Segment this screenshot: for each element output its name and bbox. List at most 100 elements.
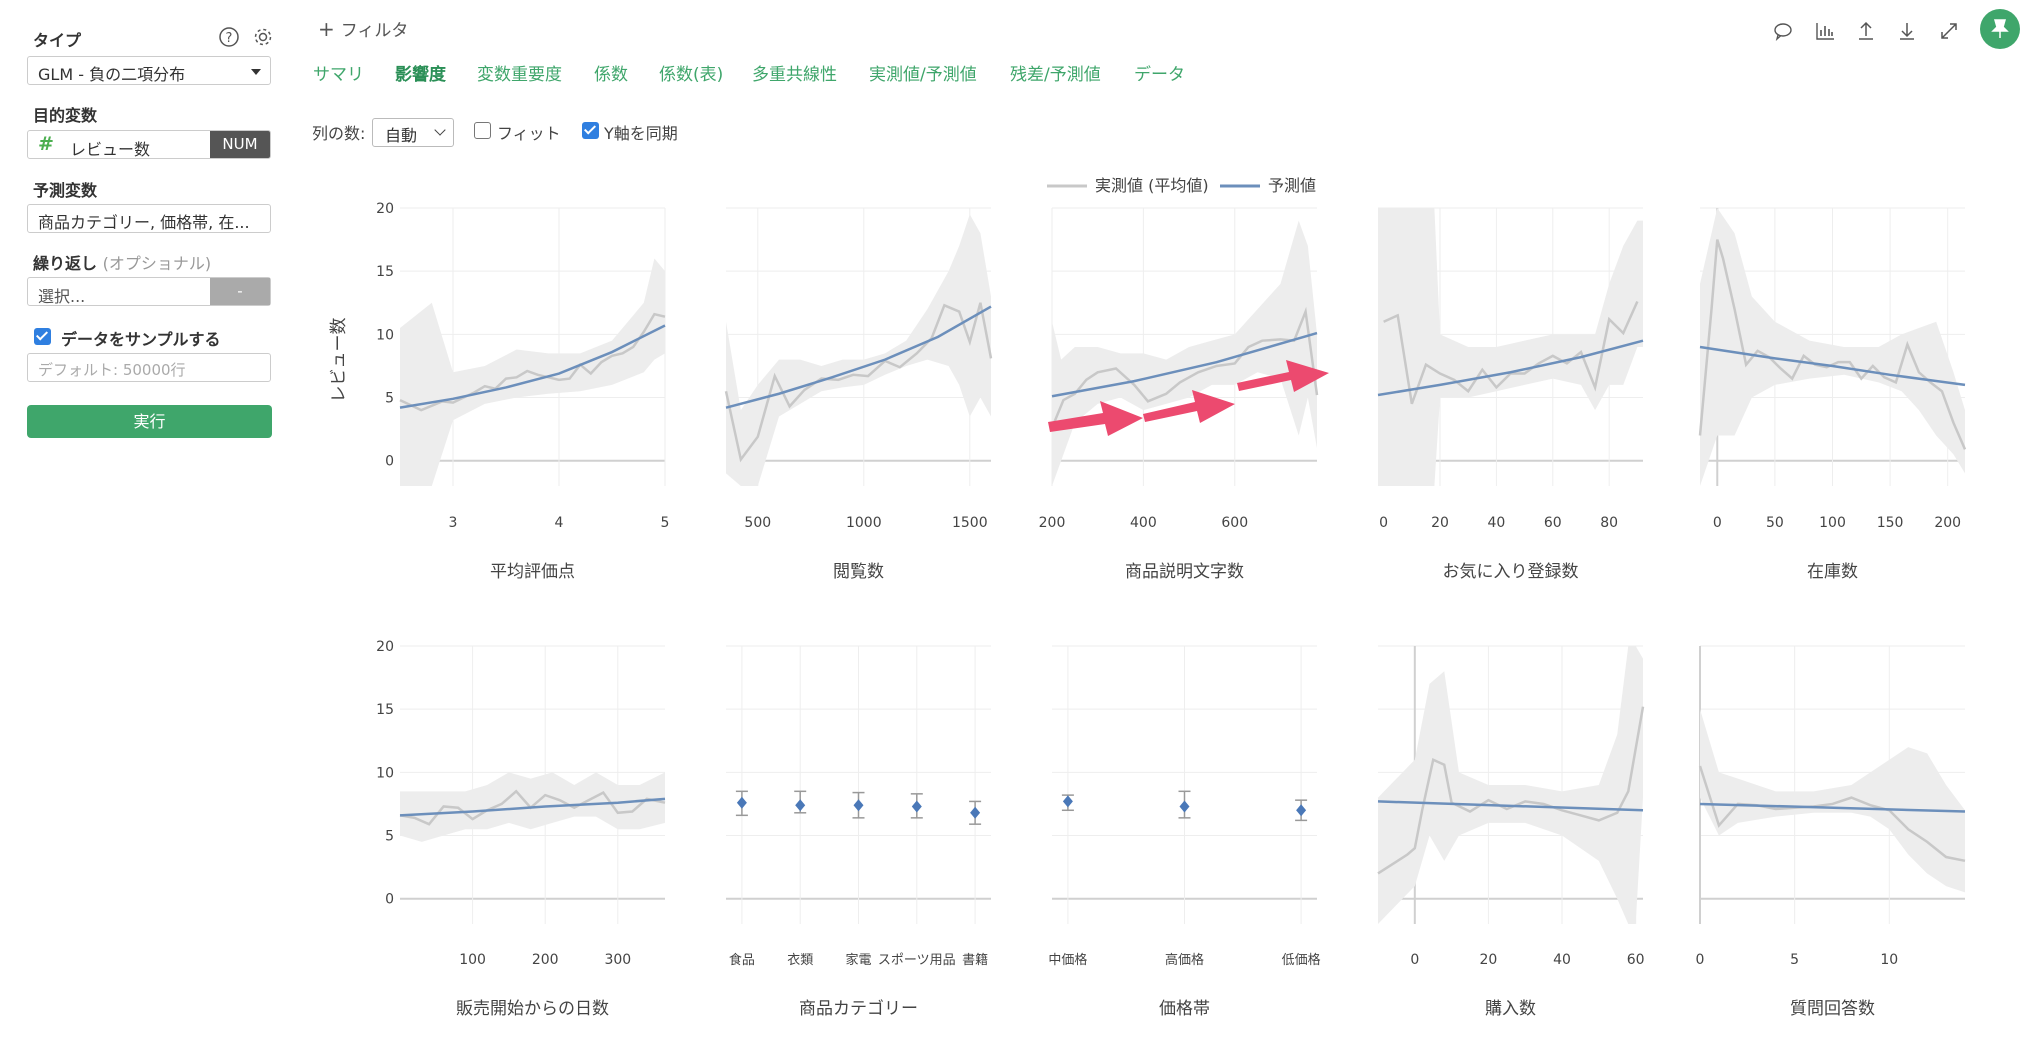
- x-tick-label: 50: [1766, 515, 1784, 531]
- x-tick-label: 300: [604, 952, 631, 968]
- x-tick-label: 衣類: [787, 952, 813, 968]
- repeat-optional: (オプショナル): [102, 254, 212, 273]
- filter-button[interactable]: + フィルタ: [318, 16, 408, 41]
- x-tick-label: 40: [1487, 515, 1505, 531]
- tab-impact[interactable]: 影響度: [395, 65, 446, 85]
- chart-legend: 実測値 (平均値) 予測値: [1047, 176, 1316, 195]
- predicted-point: [853, 799, 864, 812]
- predicted-point: [795, 799, 806, 812]
- x-tick-label: 40: [1553, 952, 1571, 968]
- columns-label: 列の数:: [312, 124, 366, 143]
- type-select[interactable]: GLM - 負の二項分布: [27, 56, 271, 85]
- annotation-arrow-3: [1237, 360, 1329, 392]
- predicted-line: [1699, 802, 1966, 813]
- confidence-band: [1378, 208, 1643, 486]
- filter-label: フィルタ: [340, 21, 409, 41]
- y-tick-label: 0: [385, 454, 394, 470]
- x-tick-label: 500: [744, 515, 771, 531]
- predicted-line: [399, 797, 666, 817]
- upload-icon[interactable]: [1855, 20, 1877, 42]
- tab-residual-vs-predicted[interactable]: 残差/予測値: [1010, 65, 1101, 85]
- target-field[interactable]: # レビュー数 NUM: [27, 130, 271, 159]
- predicted-line: [1051, 331, 1318, 398]
- repeat-select[interactable]: 選択...: [38, 287, 86, 306]
- x-tick-label: 100: [459, 952, 486, 968]
- sidebar: タイプ ? GLM - 負の二項分布 目的変数 # レビュー数 NUM 予測変数…: [0, 0, 292, 1042]
- x-tick-label: 低価格: [1282, 952, 1321, 968]
- predicted-line: [1377, 339, 1644, 397]
- panel-x-label: 購入数: [1485, 999, 1536, 1019]
- sample-label: データをサンプルする: [61, 330, 221, 349]
- impact-panel: 200 400 600 商品説明文字数: [1039, 207, 1319, 582]
- tab-multicollinearity[interactable]: 多重共線性: [752, 65, 837, 85]
- x-tick-label: 80: [1600, 515, 1618, 531]
- x-tick-label: 書籍: [962, 952, 988, 968]
- panel-x-label: 閲覧数: [833, 562, 884, 582]
- tab-coefficients[interactable]: 係数: [594, 65, 628, 85]
- chevron-down-icon: [434, 124, 446, 136]
- impact-panel: 0 20 40 60 80 お気に入り登録数: [1377, 207, 1644, 582]
- pin-button[interactable]: [1980, 9, 2020, 49]
- sync-y-label: Y軸を同期: [604, 124, 678, 143]
- fit-checkbox[interactable]: [474, 122, 491, 139]
- confidence-band: [1700, 208, 1965, 486]
- columns-select[interactable]: 自動: [372, 118, 454, 147]
- repeat-label-text: 繰り返し: [33, 254, 98, 273]
- x-tick-label: 200: [532, 952, 559, 968]
- run-button[interactable]: 実行: [27, 405, 272, 438]
- target-value: レビュー数: [70, 140, 151, 159]
- y-tick-label: 0: [385, 892, 394, 908]
- bar-chart-icon[interactable]: [1814, 20, 1836, 42]
- gear-icon[interactable]: [252, 26, 274, 48]
- x-tick-label: 家電: [845, 952, 871, 968]
- x-tick-label: 600: [1221, 515, 1248, 531]
- fit-label: フィット: [497, 124, 561, 143]
- impact-panel: 0 5 10 質問回答数: [1696, 645, 1966, 1019]
- tab-data[interactable]: データ: [1134, 65, 1185, 85]
- x-tick-label: 200: [1934, 515, 1961, 531]
- x-tick-label: 5: [1790, 952, 1799, 968]
- comment-icon[interactable]: [1772, 20, 1794, 42]
- y-tick-label: 10: [376, 765, 394, 781]
- svg-text:?: ?: [226, 31, 233, 46]
- impact-panel: 0 20 40 60 購入数: [1377, 645, 1645, 1019]
- x-tick-label: 60: [1627, 952, 1645, 968]
- x-tick-label: 中価格: [1048, 952, 1087, 968]
- tab-coefficients-table[interactable]: 係数(表): [659, 65, 724, 85]
- actual-mean-line: [1698, 239, 1967, 450]
- help-icon[interactable]: ?: [218, 26, 240, 48]
- predicted-point: [970, 806, 981, 819]
- actual-mean-line: [399, 789, 666, 826]
- actual-mean-line: [724, 302, 993, 463]
- x-tick-label: スポーツ用品: [878, 953, 956, 968]
- type-select-value: GLM - 負の二項分布: [38, 65, 186, 84]
- actual-mean-line: [1383, 300, 1639, 405]
- target-label: 目的変数: [33, 106, 98, 125]
- check-icon: [583, 122, 597, 135]
- sample-rows-input[interactable]: デフォルト: 50000行: [27, 353, 271, 382]
- repeat-button[interactable]: -: [210, 278, 270, 305]
- tab-actual-vs-predicted[interactable]: 実測値/予測値: [869, 65, 977, 85]
- pin-icon: [1991, 19, 2009, 38]
- impact-panel: 500 1000 1500 閲覧数: [724, 207, 993, 582]
- predictor-select[interactable]: 商品カテゴリー, 価格帯, 在...: [27, 204, 271, 233]
- tab-summary[interactable]: サマリ: [313, 65, 364, 85]
- y-tick-label: 5: [385, 391, 394, 407]
- confidence-band: [726, 214, 991, 486]
- plus-icon: +: [318, 17, 335, 41]
- x-tick-label: 0: [1410, 952, 1419, 968]
- sync-y-checkbox[interactable]: [582, 122, 599, 139]
- sample-checkbox[interactable]: [34, 328, 51, 345]
- repeat-field[interactable]: 選択... -: [27, 277, 271, 306]
- annotation-arrow-1: [1048, 401, 1143, 436]
- download-icon[interactable]: [1896, 20, 1918, 42]
- x-tick-label: 200: [1039, 515, 1066, 531]
- panel-x-label: 価格帯: [1159, 999, 1210, 1019]
- x-tick-label: 4: [555, 515, 564, 531]
- expand-icon[interactable]: [1938, 20, 1960, 42]
- predicted-line: [1377, 800, 1644, 812]
- caret-down-icon: [251, 69, 261, 75]
- impact-panel: 0 5 10 15 20 3 4 5 平均評価点: [376, 201, 669, 582]
- tab-variable-importance[interactable]: 変数重要度: [477, 65, 562, 85]
